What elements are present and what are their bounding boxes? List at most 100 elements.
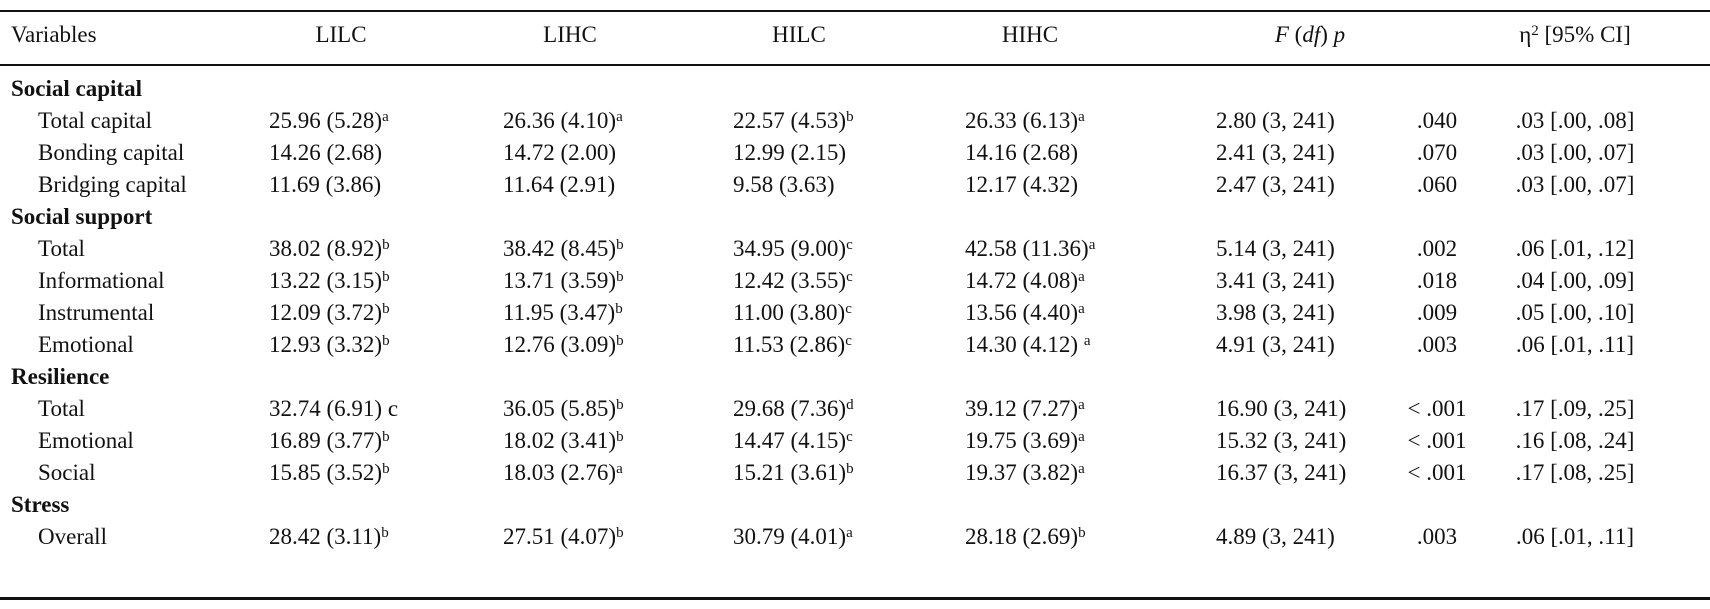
p-value: < .001 [1407, 396, 1467, 421]
cell-value: 11.64 (2.91) [503, 172, 616, 197]
cell-superscript: b [382, 269, 390, 285]
data-cell: 11.69 (3.86) [269, 172, 381, 198]
cell-value: 13.71 (3.59) [503, 268, 617, 293]
cell-value: 39.12 (7.27) [965, 396, 1079, 421]
cell-value: 25.96 (5.28) [269, 108, 383, 133]
header-text: ( [1288, 22, 1303, 47]
section-title: Social support [11, 204, 152, 230]
data-cell: 30.79 (4.01)a [733, 524, 853, 550]
f-value: 3.98 (3, 241) [1216, 300, 1335, 325]
cell-value: 29.68 (7.36) [733, 396, 847, 421]
header-cell: η2 [95% CI] [1519, 22, 1631, 48]
cell-superscript: a [616, 109, 623, 125]
f-value: 16.90 (3, 241) [1216, 396, 1347, 421]
data-cell: 26.36 (4.10)a [503, 108, 623, 134]
header-text: ) [1320, 22, 1334, 47]
row-label: Instrumental [38, 300, 155, 325]
p-value: .003 [1416, 524, 1458, 549]
data-cell: 42.58 (11.36)a [965, 236, 1095, 262]
row-label: Total [38, 236, 85, 261]
cell-superscript: b [846, 461, 854, 477]
header-df: df [1302, 22, 1321, 47]
cell-superscript: b [382, 237, 390, 253]
cell-value: 34.95 (9.00) [733, 236, 847, 261]
cell-superscript: b [382, 333, 390, 349]
bottom-rule [0, 597, 1710, 600]
cell-value: 12.42 (3.55) [733, 268, 847, 293]
header-cell: Variables [11, 22, 97, 47]
cell-superscript: a [1078, 109, 1085, 125]
header-text: [95% CI] [1538, 22, 1631, 47]
cell-value: 11.00 (3.80) [733, 300, 846, 325]
f-value: 2.41 (3, 241) [1216, 140, 1335, 165]
cell-superscript: b [615, 301, 623, 317]
cell-value: 14.47 (4.15) [733, 428, 847, 453]
data-cell: 14.72 (4.08)a [965, 268, 1085, 294]
cell-superscript: a [1078, 397, 1085, 413]
data-cell: 18.02 (3.41)b [503, 428, 624, 454]
header-rule [0, 64, 1710, 66]
cell-superscript: c [846, 269, 853, 285]
header-cell: HIHC [1001, 22, 1059, 47]
data-cell: 15.85 (3.52)b [269, 460, 390, 486]
cell-value: 15.85 (3.52) [269, 460, 383, 485]
row-label: Bridging capital [38, 172, 187, 197]
cell-superscript: a [1088, 237, 1096, 253]
eta-value: .06 [.01, .11] [1516, 524, 1634, 549]
cell-superscript: b [616, 269, 624, 285]
data-cell: 12.99 (2.15) [733, 140, 846, 166]
p-value: .070 [1416, 140, 1458, 165]
cell-superscript: a [1083, 333, 1091, 349]
cell-value: 38.02 (8.92) [269, 236, 383, 261]
data-cell: 12.17 (4.32) [965, 172, 1078, 198]
p-value: .040 [1416, 108, 1458, 133]
cell-superscript: b [616, 397, 624, 413]
cell-value: 11.69 (3.86) [269, 172, 382, 197]
header-cell: LIHC [543, 22, 597, 47]
cell-superscript: a [846, 525, 853, 541]
f-value: 15.32 (3, 241) [1216, 428, 1347, 453]
data-cell: 14.47 (4.15)c [733, 428, 853, 454]
row-label: Bonding capital [38, 140, 185, 165]
cell-superscript: a [1078, 461, 1085, 477]
eta-value: .06 [.01, .12] [1515, 236, 1635, 261]
cell-superscript: b [381, 525, 389, 541]
data-cell: 38.42 (8.45)b [503, 236, 624, 262]
cell-value: 18.03 (2.76) [503, 460, 617, 485]
data-cell: 12.93 (3.32)b [269, 332, 390, 358]
data-cell: 11.95 (3.47)b [503, 300, 623, 326]
eta-value: .16 [.08, .24] [1515, 428, 1635, 453]
data-cell: 27.51 (4.07)b [503, 524, 624, 550]
data-cell: 12.09 (3.72)b [269, 300, 390, 326]
cell-value: 38.42 (8.45) [503, 236, 617, 261]
cell-superscript: a [1078, 301, 1085, 317]
header-cell: F (df) p [1275, 22, 1345, 48]
eta-value: .17 [.09, .25] [1515, 396, 1635, 421]
data-cell: 19.75 (3.69)a [965, 428, 1085, 454]
cell-value: 13.56 (4.40) [965, 300, 1079, 325]
p-value: .002 [1416, 236, 1458, 261]
cell-superscript: a [1078, 429, 1085, 445]
cell-value: 26.36 (4.10) [503, 108, 617, 133]
data-cell: 28.42 (3.11)b [269, 524, 389, 550]
section-title-text: Stress [11, 492, 70, 517]
data-cell: 36.05 (5.85)b [503, 396, 624, 422]
row-label: Emotional [38, 428, 134, 453]
cell-value: 27.51 (4.07) [503, 524, 617, 549]
p-value: < .001 [1407, 428, 1467, 453]
p-value: < .001 [1407, 460, 1467, 485]
data-cell: 39.12 (7.27)a [965, 396, 1085, 422]
cell-superscript: c [846, 237, 853, 253]
cell-value: 14.72 (2.00) [503, 140, 617, 165]
section-title: Social capital [11, 76, 142, 102]
cell-value: 36.05 (5.85) [503, 396, 617, 421]
cell-superscript: b [382, 461, 390, 477]
cell-value: 12.09 (3.72) [269, 300, 383, 325]
cell-superscript: a [1078, 269, 1085, 285]
data-cell: 13.22 (3.15)b [269, 268, 390, 294]
data-cell: 32.74 (6.91) c [269, 396, 398, 422]
data-cell: 11.53 (2.86)c [733, 332, 852, 358]
cell-superscript: c [845, 333, 852, 349]
cell-value: 14.26 (2.68) [269, 140, 383, 165]
